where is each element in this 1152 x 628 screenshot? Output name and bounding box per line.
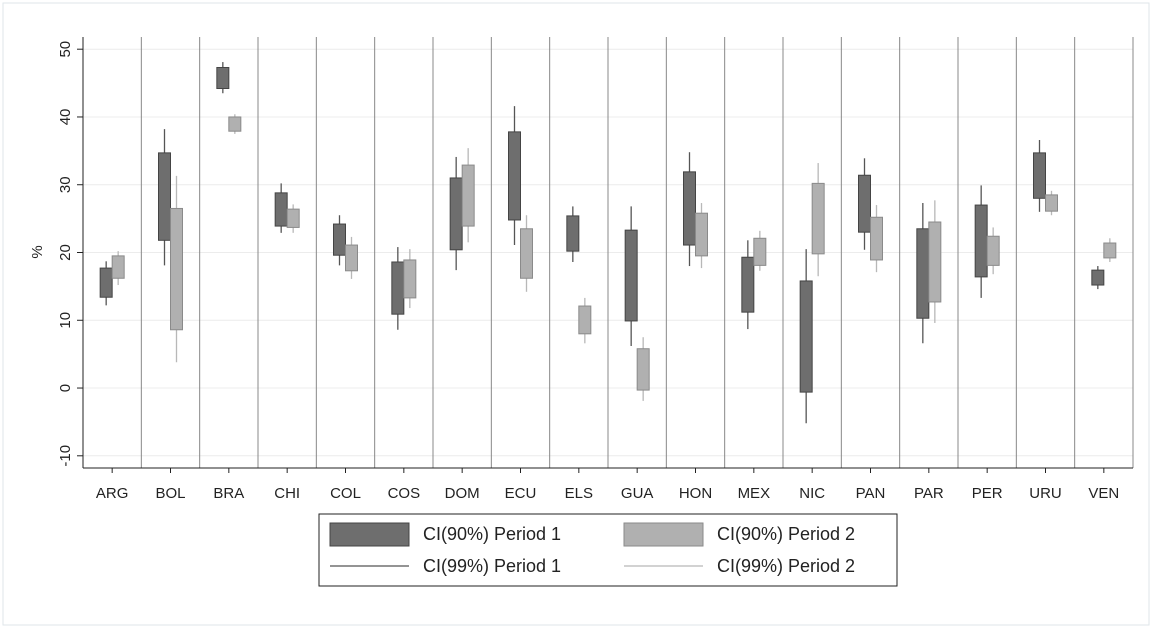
ci90-box xyxy=(753,237,767,266)
ci90-box xyxy=(508,131,521,221)
x-tick-label: HON xyxy=(679,485,712,502)
y-tick-label: 10 xyxy=(57,312,74,329)
ci90-box xyxy=(1045,194,1058,212)
x-tick-label: DOM xyxy=(445,485,480,502)
legend-label: CI(99%) Period 1 xyxy=(423,556,561,576)
ci90-box xyxy=(566,215,580,252)
ci90-box xyxy=(1091,269,1105,286)
x-tick-label: URU xyxy=(1029,485,1062,502)
ci90-box xyxy=(449,177,463,251)
x-tick-label: PER xyxy=(972,485,1003,502)
ci90-box xyxy=(870,216,883,261)
x-tick-label: ARG xyxy=(96,485,129,502)
ci90-box xyxy=(216,66,230,90)
legend-label: CI(90%) Period 1 xyxy=(423,524,561,544)
y-tick-label: 30 xyxy=(57,176,74,193)
legend xyxy=(318,513,898,587)
ci90-box xyxy=(858,174,871,233)
x-tick-label: ECU xyxy=(505,485,537,502)
ci90-box xyxy=(158,152,171,241)
legend-label: CI(90%) Period 2 xyxy=(717,524,855,544)
ci90-box xyxy=(578,305,592,335)
ci90-box xyxy=(345,244,358,272)
ci90-box xyxy=(695,212,708,257)
ci90-box xyxy=(1103,242,1117,259)
ci90-box xyxy=(986,235,1000,266)
grid xyxy=(83,37,1134,468)
ci90-box xyxy=(624,229,638,322)
y-axis-label: % xyxy=(29,245,46,258)
ci90-box xyxy=(1033,152,1046,199)
y-tick-label: 20 xyxy=(57,244,74,261)
ci90-box xyxy=(636,348,650,391)
ci90-box xyxy=(811,182,825,255)
legend-swatch xyxy=(623,522,704,547)
ci90-box xyxy=(461,164,475,227)
ci90-box xyxy=(916,228,930,319)
x-tick-label: VEN xyxy=(1088,485,1119,502)
y-tick-label: 40 xyxy=(57,109,74,126)
ci90-box xyxy=(799,280,813,393)
x-tick-label: COL xyxy=(330,485,361,502)
ci90-box xyxy=(286,208,300,228)
plot xyxy=(99,62,1117,424)
x-tick-label: CHI xyxy=(274,485,300,502)
x-tick-label: PAR xyxy=(914,485,944,502)
ci90-box xyxy=(99,267,113,298)
ci90-box xyxy=(228,116,242,132)
x-tick-label: BRA xyxy=(213,485,244,502)
ci90-box xyxy=(403,259,417,299)
x-tick-label: NIC xyxy=(799,485,825,502)
ci90-box xyxy=(170,207,183,331)
x-tick-label: MEX xyxy=(738,485,771,502)
legend-swatch xyxy=(329,522,410,547)
x-tick-label: ELS xyxy=(565,485,593,502)
ci90-box xyxy=(928,221,942,303)
y-tick-label: -10 xyxy=(57,445,74,467)
ci90-box xyxy=(520,228,533,279)
x-tick-label: PAN xyxy=(856,485,886,502)
y-tick-label: 0 xyxy=(57,384,74,392)
ci90-box xyxy=(333,223,346,256)
y-tick-label: 50 xyxy=(57,41,74,58)
ci90-box xyxy=(391,261,405,315)
x-tick-label: COS xyxy=(388,485,421,502)
ci90-box xyxy=(741,256,755,313)
ci90-box xyxy=(974,204,988,278)
x-tick-label: BOL xyxy=(155,485,185,502)
ci90-box xyxy=(274,192,288,227)
x-tick-label: GUA xyxy=(621,485,654,502)
legend-label: CI(99%) Period 2 xyxy=(717,556,855,576)
ci90-box xyxy=(683,171,696,246)
ci90-box xyxy=(111,255,125,279)
